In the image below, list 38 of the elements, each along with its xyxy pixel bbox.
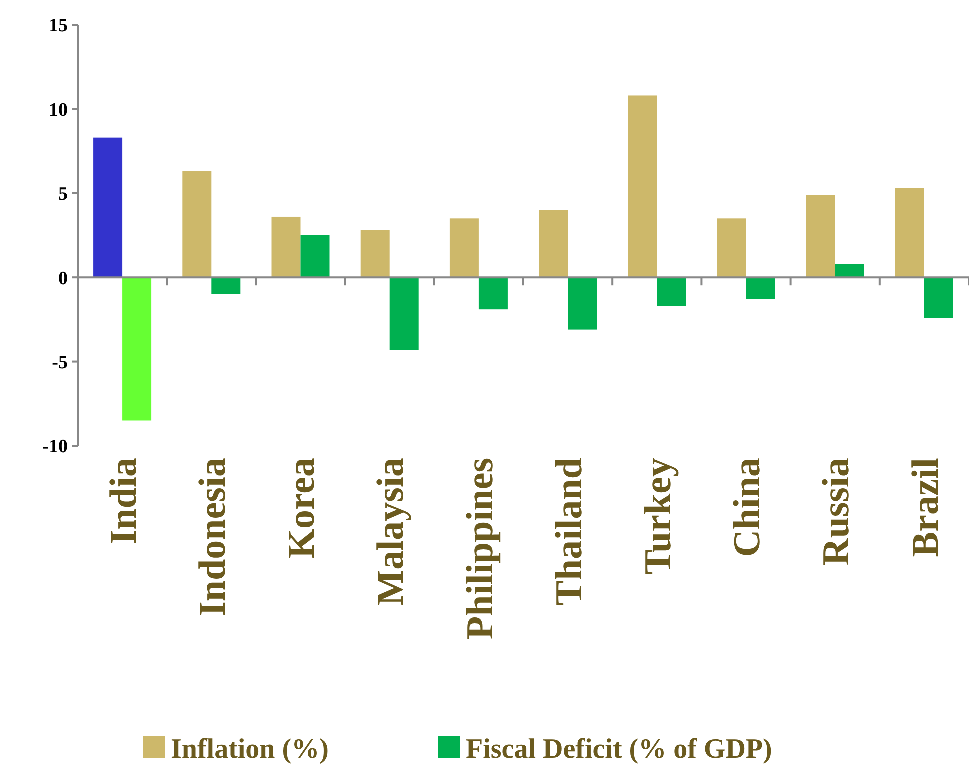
legend-label: Inflation (%) <box>171 734 329 765</box>
bar <box>478 278 508 310</box>
x-tick-label: Brazil <box>904 458 947 558</box>
x-tick-label: India <box>102 458 145 545</box>
x-tick-label: Thailand <box>548 458 590 606</box>
bar <box>272 216 301 278</box>
bar <box>835 264 864 278</box>
y-tick-label: 15 <box>49 16 68 37</box>
x-tick-label: Philippines <box>459 458 502 640</box>
x-tick-label: Korea <box>281 458 324 559</box>
bar <box>657 278 686 306</box>
y-tick-label: 5 <box>58 184 68 206</box>
x-tick-label: Russia <box>816 458 858 566</box>
x-tick-label: Malaysia <box>370 458 412 606</box>
bar <box>539 210 568 278</box>
y-tick-label: 10 <box>49 100 68 121</box>
bar <box>717 218 746 278</box>
bar <box>568 278 598 330</box>
x-tick-label: Indonesia <box>192 458 234 616</box>
x-tick-label: China <box>726 458 769 558</box>
bar <box>94 138 123 278</box>
legend-label: Fiscal Deficit (% of GDP) <box>466 734 772 765</box>
bar <box>212 278 241 294</box>
bar <box>360 230 390 278</box>
y-tick-label: -5 <box>52 352 68 374</box>
bar <box>806 195 836 278</box>
bar <box>450 218 479 278</box>
y-tick-label: 0 <box>58 268 68 290</box>
bar <box>895 188 924 278</box>
bar <box>628 96 658 278</box>
bar <box>924 278 954 318</box>
bar <box>300 236 330 278</box>
bar <box>746 278 776 300</box>
y-tick-label: -10 <box>42 436 68 458</box>
bar <box>390 278 419 350</box>
bar <box>122 278 152 421</box>
x-tick-label: Turkey <box>637 458 680 575</box>
bar <box>182 172 212 278</box>
